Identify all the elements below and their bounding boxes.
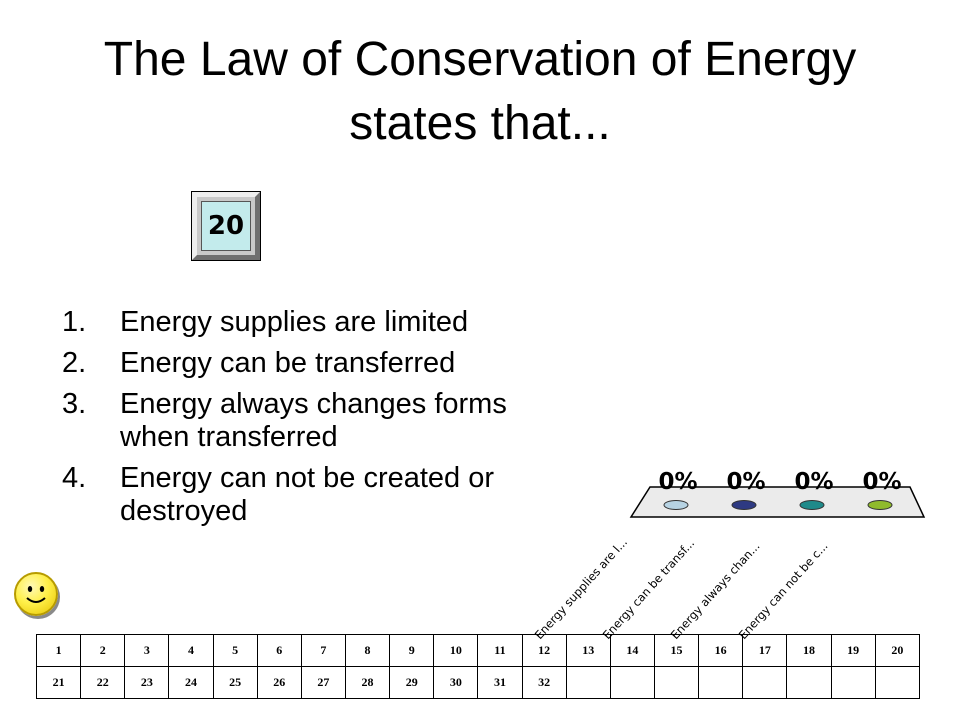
answer-option[interactable]: 1. Energy supplies are limited [62, 306, 532, 339]
grid-cell [565, 666, 611, 699]
grid-cell: 27 [300, 666, 346, 699]
countdown-timer: 20 [192, 192, 260, 260]
grid-cell: 2 [80, 634, 126, 667]
grid-cell: 15 [653, 634, 700, 667]
smiley-face-icon [14, 572, 58, 616]
grid-cell: 32 [521, 666, 567, 699]
option-text: Energy can be transferred [120, 347, 456, 379]
grid-cell [786, 666, 832, 699]
chart-bar-base [663, 500, 689, 510]
grid-cell: 7 [300, 634, 346, 667]
answer-option[interactable]: 3. Energy always changes forms when tran… [62, 388, 532, 454]
grid-cell: 30 [433, 666, 479, 699]
option-number: 1. [62, 306, 87, 338]
option-number: 3. [62, 388, 87, 420]
grid-cell: 31 [477, 666, 523, 699]
grid-cell [609, 666, 655, 699]
grid-cell: 17 [742, 634, 788, 667]
chart-bar-base [799, 500, 825, 510]
grid-cell: 25 [212, 666, 258, 699]
grid-cell: 11 [477, 634, 523, 667]
chart-bar-base [731, 500, 757, 510]
answer-option[interactable]: 4. Energy can not be created or destroye… [62, 462, 532, 528]
grid-cell: 28 [344, 666, 391, 699]
grid-cell: 29 [389, 666, 435, 699]
grid-cell: 16 [698, 634, 744, 667]
grid-cell: 10 [433, 634, 479, 667]
option-text: Energy can not be created or destroyed [120, 462, 495, 527]
grid-cell: 9 [389, 634, 435, 667]
grid-cell: 26 [256, 666, 302, 699]
grid-cell: 3 [124, 634, 170, 667]
option-number: 4. [62, 462, 87, 494]
grid-cell [830, 666, 876, 699]
response-grid: 1 2 3 4 5 6 7 8 9 10 11 12 13 14 15 16 17 18 19 20 21 22 23 24 2… [35, 634, 921, 699]
grid-cell: 1 [35, 634, 82, 667]
option-text: Energy always changes forms when transfe… [120, 388, 507, 453]
smiley-face-glyph [26, 586, 46, 603]
grid-cell: 13 [565, 634, 611, 667]
option-text: Energy supplies are limited [120, 306, 469, 338]
grid-cell: 18 [786, 634, 832, 667]
answer-options: 1. Energy supplies are limited 2. Energy… [62, 306, 532, 536]
countdown-value: 20 [201, 201, 251, 251]
chart-bar-base [867, 500, 893, 510]
grid-cell: 8 [344, 634, 391, 667]
grid-cell [742, 666, 788, 699]
grid-cell: 6 [256, 634, 302, 667]
grid-cell [653, 666, 700, 699]
grid-cell: 19 [830, 634, 876, 667]
grid-cell [698, 666, 744, 699]
chart-value-label: 0% [658, 469, 697, 495]
grid-cell: 21 [35, 666, 82, 699]
answer-option[interactable]: 2. Energy can be transferred [62, 347, 532, 380]
grid-cell: 5 [212, 634, 258, 667]
grid-row: 21 22 23 24 25 26 27 28 29 30 31 32 [35, 666, 921, 699]
option-number: 2. [62, 347, 87, 379]
grid-row: 1 2 3 4 5 6 7 8 9 10 11 12 13 14 15 16 17 18 19 20 [35, 634, 921, 667]
grid-cell: 22 [80, 666, 126, 699]
chart-value-label: 0% [794, 469, 833, 495]
grid-cell: 12 [521, 634, 567, 667]
chart-floor [629, 486, 926, 518]
slide-title: The Law of Conservation of Energy states… [103, 33, 857, 150]
grid-cell [874, 666, 921, 699]
grid-cell: 4 [168, 634, 214, 667]
chart-value-label: 0% [862, 469, 901, 495]
grid-cell: 24 [168, 666, 214, 699]
grid-cell: 20 [874, 634, 921, 667]
grid-cell: 23 [124, 666, 170, 699]
chart-value-label: 0% [726, 469, 765, 495]
grid-cell: 14 [609, 634, 655, 667]
